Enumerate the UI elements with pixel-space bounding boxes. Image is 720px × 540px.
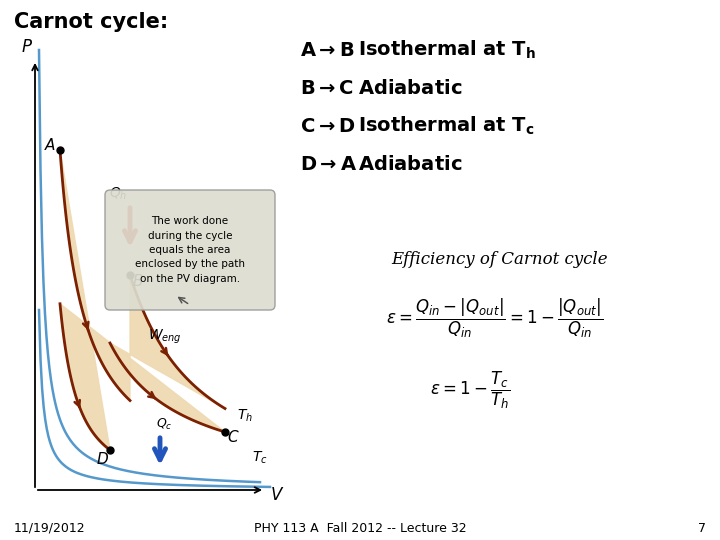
Text: B: B: [132, 273, 143, 288]
Text: $\mathbf{Isothermal\ at\ T_h}$: $\mathbf{Isothermal\ at\ T_h}$: [358, 39, 536, 61]
Text: C: C: [228, 430, 238, 445]
Text: $\varepsilon = \dfrac{Q_{in} - |Q_{out}|}{Q_{in}} = 1 - \dfrac{|Q_{out}|}{Q_{in}: $\varepsilon = \dfrac{Q_{in} - |Q_{out}|…: [387, 296, 603, 340]
Text: D: D: [96, 453, 108, 468]
Text: Carnot cycle:: Carnot cycle:: [14, 12, 168, 32]
Text: PHY 113 A  Fall 2012 -- Lecture 32: PHY 113 A Fall 2012 -- Lecture 32: [253, 522, 467, 535]
Text: P: P: [22, 38, 32, 56]
Text: $\mathbf{Adiabatic}$: $\mathbf{Adiabatic}$: [358, 78, 462, 98]
Text: A: A: [45, 138, 55, 153]
Text: $T_c$: $T_c$: [252, 450, 268, 467]
Text: $\mathbf{Adiabatic}$: $\mathbf{Adiabatic}$: [358, 154, 462, 173]
Text: 7: 7: [698, 522, 706, 535]
Polygon shape: [60, 150, 225, 450]
Text: 11/19/2012: 11/19/2012: [14, 522, 86, 535]
Text: $\mathbf{A{\rightarrow}B}$: $\mathbf{A{\rightarrow}B}$: [300, 40, 354, 59]
Text: $\varepsilon = 1 - \dfrac{T_c}{T_h}$: $\varepsilon = 1 - \dfrac{T_c}{T_h}$: [430, 369, 510, 410]
Text: $\mathbf{D{\rightarrow}A}$: $\mathbf{D{\rightarrow}A}$: [300, 154, 357, 173]
FancyBboxPatch shape: [105, 190, 275, 310]
Text: $\mathbf{B{\rightarrow}C}$: $\mathbf{B{\rightarrow}C}$: [300, 78, 354, 98]
Text: $\mathbf{Isothermal\ at\ T_c}$: $\mathbf{Isothermal\ at\ T_c}$: [358, 115, 534, 137]
Text: $T_h$: $T_h$: [237, 408, 253, 424]
Text: $Q_c$: $Q_c$: [156, 417, 172, 432]
Text: $W_{\mathregular{eng}}$: $W_{\mathregular{eng}}$: [148, 328, 182, 346]
Text: Efficiency of Carnot cycle: Efficiency of Carnot cycle: [392, 252, 608, 268]
Text: $Q_h$: $Q_h$: [109, 186, 127, 202]
Text: $\mathbf{C{\rightarrow}D}$: $\mathbf{C{\rightarrow}D}$: [300, 117, 356, 136]
Text: The work done
during the cycle
equals the area
enclosed by the path
on the PV di: The work done during the cycle equals th…: [135, 216, 245, 284]
Text: V: V: [271, 486, 282, 504]
